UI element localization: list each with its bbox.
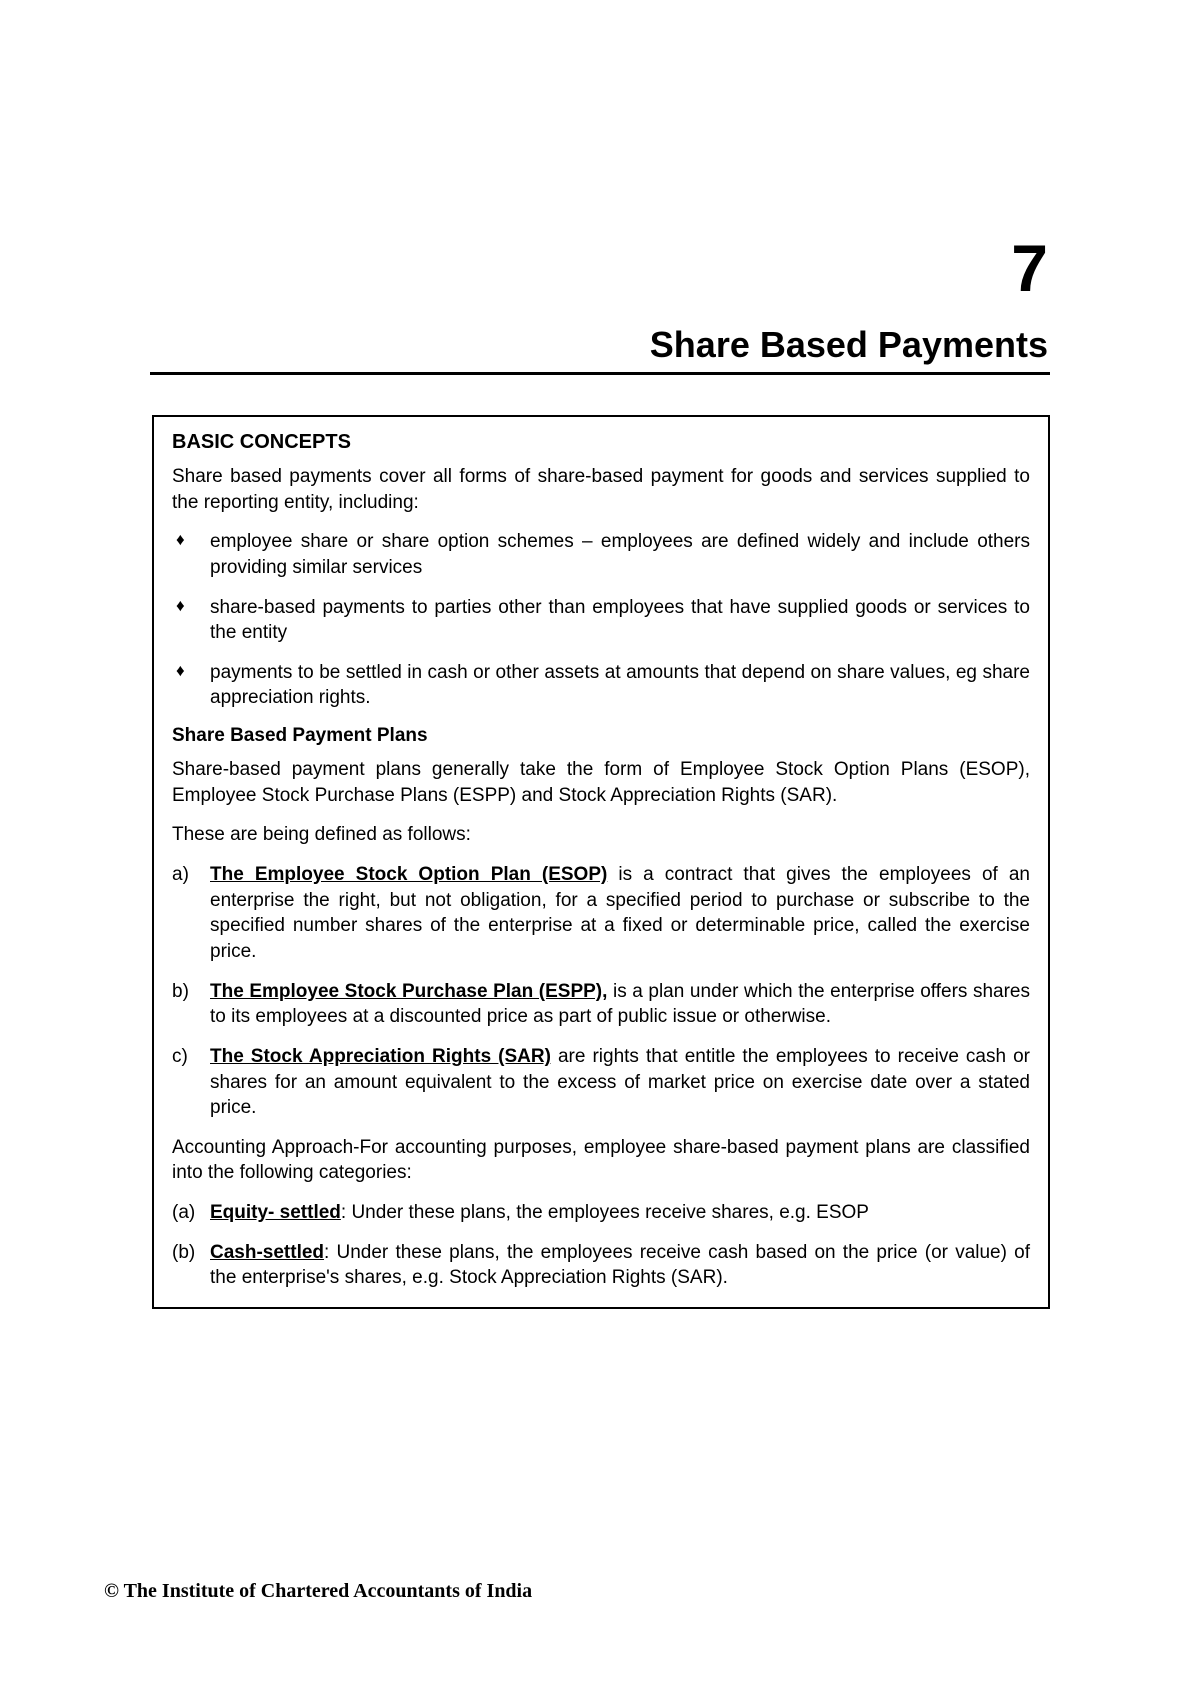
term: Equity- settled bbox=[210, 1202, 341, 1223]
diamond-bullet-icon: ♦ bbox=[172, 529, 210, 580]
list-item: a) The Employee Stock Option Plan (ESOP)… bbox=[172, 862, 1030, 965]
copyright-footer: © The Institute of Chartered Accountants… bbox=[104, 1580, 532, 1603]
definition-text: The Employee Stock Option Plan (ESOP) is… bbox=[210, 862, 1030, 965]
paragraph: These are being defined as follows: bbox=[172, 822, 1030, 848]
list-item: (b) Cash-settled: Under these plans, the… bbox=[172, 1240, 1030, 1291]
paragraph: Accounting Approach-For accounting purpo… bbox=[172, 1135, 1030, 1186]
chapter-number: 7 bbox=[150, 230, 1050, 306]
diamond-bullet-icon: ♦ bbox=[172, 660, 210, 711]
category-text: Equity- settled: Under these plans, the … bbox=[210, 1200, 1030, 1226]
item-marker: c) bbox=[172, 1044, 210, 1121]
list-item: ♦ payments to be settled in cash or othe… bbox=[172, 660, 1030, 711]
term: The Stock Appreciation Rights (SAR) bbox=[210, 1046, 551, 1067]
item-marker: (b) bbox=[172, 1240, 210, 1291]
term: Cash-settled bbox=[210, 1242, 324, 1263]
paragraph: Share-based payment plans generally take… bbox=[172, 757, 1030, 808]
list-item: (a) Equity- settled: Under these plans, … bbox=[172, 1200, 1030, 1226]
list-item: b) The Employee Stock Purchase Plan (ESP… bbox=[172, 979, 1030, 1030]
category-body: : Under these plans, the employees recei… bbox=[341, 1202, 869, 1223]
page-content: 7 Share Based Payments BASIC CONCEPTS Sh… bbox=[150, 230, 1050, 1309]
chapter-title: Share Based Payments bbox=[150, 324, 1050, 375]
bullet-list: ♦ employee share or share option schemes… bbox=[172, 529, 1030, 711]
bullet-text: employee share or share option schemes –… bbox=[210, 529, 1030, 580]
item-marker: a) bbox=[172, 862, 210, 965]
categories-list: (a) Equity- settled: Under these plans, … bbox=[172, 1200, 1030, 1291]
bullet-text: payments to be settled in cash or other … bbox=[210, 660, 1030, 711]
list-item: c) The Stock Appreciation Rights (SAR) a… bbox=[172, 1044, 1030, 1121]
item-marker: (a) bbox=[172, 1200, 210, 1226]
term: The Employee Stock Option Plan (ESOP) bbox=[210, 864, 607, 885]
intro-paragraph: Share based payments cover all forms of … bbox=[172, 464, 1030, 515]
category-body: : Under these plans, the employees recei… bbox=[210, 1242, 1030, 1289]
bullet-text: share-based payments to parties other th… bbox=[210, 595, 1030, 646]
definitions-list: a) The Employee Stock Option Plan (ESOP)… bbox=[172, 862, 1030, 1121]
diamond-bullet-icon: ♦ bbox=[172, 595, 210, 646]
list-item: ♦ employee share or share option schemes… bbox=[172, 529, 1030, 580]
definition-text: The Employee Stock Purchase Plan (ESPP),… bbox=[210, 979, 1030, 1030]
section-heading: BASIC CONCEPTS bbox=[172, 431, 1030, 454]
list-item: ♦ share-based payments to parties other … bbox=[172, 595, 1030, 646]
item-marker: b) bbox=[172, 979, 210, 1030]
category-text: Cash-settled: Under these plans, the emp… bbox=[210, 1240, 1030, 1291]
basic-concepts-box: BASIC CONCEPTS Share based payments cove… bbox=[152, 415, 1050, 1309]
definition-text: The Stock Appreciation Rights (SAR) are … bbox=[210, 1044, 1030, 1121]
term: The Employee Stock Purchase Plan (ESPP), bbox=[210, 981, 607, 1002]
sub-heading: Share Based Payment Plans bbox=[172, 725, 1030, 747]
